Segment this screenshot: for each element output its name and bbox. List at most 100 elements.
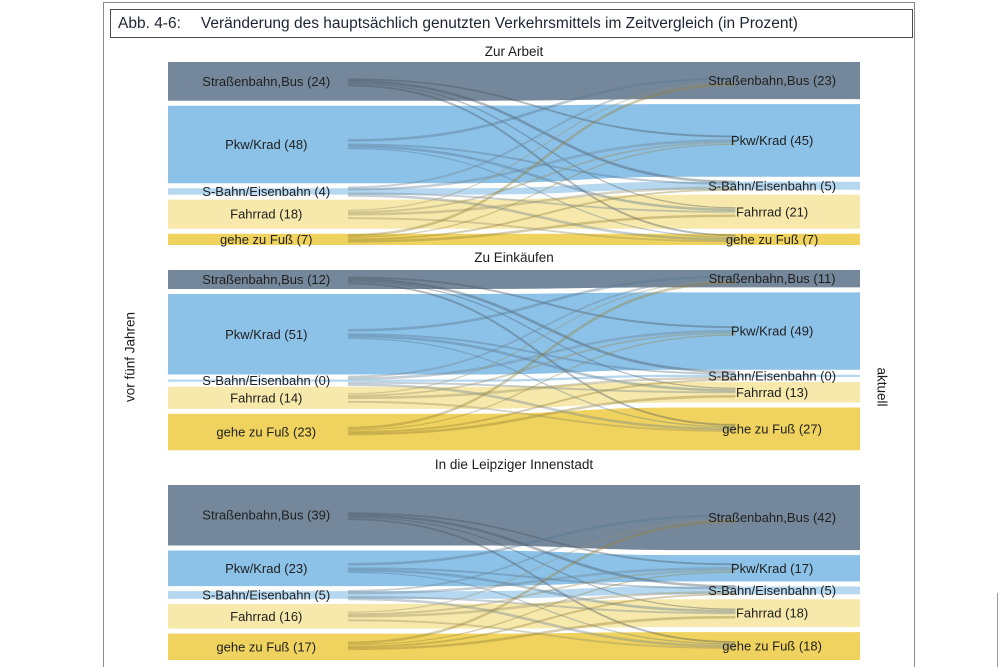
flow-band bbox=[168, 485, 860, 551]
switcher-flow bbox=[347, 591, 736, 618]
switcher-flow bbox=[347, 400, 736, 432]
band-label-left: Pkw/Krad (23) bbox=[225, 561, 307, 576]
flow-band bbox=[168, 104, 860, 184]
switcher-flow bbox=[347, 567, 736, 590]
left-axis-label: vor fünf Jahren bbox=[122, 311, 138, 403]
switcher-flow bbox=[347, 337, 736, 428]
switcher-flow bbox=[347, 516, 736, 592]
band-label-left: Fahrrad (18) bbox=[230, 207, 302, 222]
flow-band bbox=[168, 270, 860, 289]
switcher-flow bbox=[347, 568, 736, 613]
band-label-left: S-Bahn/Eisenbahn (0) bbox=[202, 373, 330, 388]
switcher-flow bbox=[347, 520, 736, 645]
switcher-flow bbox=[347, 141, 736, 214]
switcher-flow bbox=[347, 143, 736, 185]
switcher-flow bbox=[347, 514, 736, 566]
switcher-flow bbox=[347, 80, 736, 184]
flow-band bbox=[168, 233, 860, 245]
switcher-flow bbox=[347, 615, 736, 651]
band-label-right: Straßenbahn,Bus (11) bbox=[709, 271, 836, 286]
switcher-flow bbox=[347, 376, 736, 400]
frame-top-border bbox=[103, 2, 915, 3]
alluvial-panel-zu-einkaeufen: Straßenbahn,Bus (12) Straßenbahn,Bus (11)… bbox=[168, 270, 860, 451]
switcher-flow bbox=[347, 139, 736, 191]
band-label-left: Fahrrad (14) bbox=[230, 390, 302, 405]
flow-band bbox=[168, 181, 860, 195]
flow-band bbox=[168, 382, 860, 409]
switcher-flow bbox=[347, 619, 736, 649]
band-label-left: Straßenbahn,Bus (24) bbox=[202, 74, 330, 89]
switcher-flow bbox=[347, 194, 736, 241]
switcher-flow bbox=[347, 186, 736, 216]
band-label-right: Fahrrad (13) bbox=[736, 385, 808, 400]
switcher-flow bbox=[347, 513, 736, 588]
figure-title: Veränderung des hauptsächlich genutzten … bbox=[200, 15, 798, 32]
page-edge-border bbox=[997, 593, 998, 667]
flow-band bbox=[168, 599, 860, 629]
flow-band bbox=[168, 550, 860, 587]
frame-right-border bbox=[914, 2, 915, 667]
panel-title-zur-arbeit: Zur Arbeit bbox=[484, 44, 544, 59]
band-label-right: Fahrrad (21) bbox=[736, 204, 808, 219]
flow-band bbox=[168, 62, 860, 101]
band-label-right: Pkw/Krad (17) bbox=[731, 561, 813, 576]
band-label-left: Straßenbahn,Bus (39) bbox=[202, 508, 330, 523]
band-label-right: gehe zu Fuß (27) bbox=[722, 421, 822, 436]
switcher-flow bbox=[347, 516, 736, 610]
band-label-left: Pkw/Krad (51) bbox=[225, 327, 307, 342]
switcher-flow bbox=[347, 143, 736, 238]
band-label-left: gehe zu Fuß (17) bbox=[216, 639, 316, 654]
switcher-flow bbox=[347, 214, 736, 243]
band-label-left: Fahrrad (16) bbox=[230, 609, 302, 624]
switcher-flow bbox=[347, 77, 736, 142]
band-label-right: Pkw/Krad (45) bbox=[731, 133, 813, 148]
switcher-flow bbox=[347, 192, 736, 213]
band-label-left: Straßenbahn,Bus (12) bbox=[202, 272, 330, 287]
switcher-flow bbox=[347, 281, 736, 430]
band-label-right: Straßenbahn,Bus (42) bbox=[708, 510, 836, 525]
switcher-flow bbox=[347, 518, 736, 613]
switcher-flow bbox=[347, 145, 736, 212]
alluvial-panel-zur-arbeit: Straßenbahn,Bus (24) Straßenbahn,Bus (23)… bbox=[168, 62, 860, 247]
switcher-flow bbox=[347, 278, 736, 374]
switcher-flow bbox=[347, 280, 736, 389]
switcher-flow bbox=[347, 596, 736, 615]
band-label-right: S-Bahn/Eisenbahn (0) bbox=[708, 368, 836, 383]
alluvial-panel-innenstadt: Straßenbahn,Bus (39) Straßenbahn,Bus (42)… bbox=[168, 485, 860, 660]
switcher-flow bbox=[347, 82, 736, 209]
band-label-right: Fahrrad (18) bbox=[736, 606, 808, 621]
switcher-flow bbox=[347, 593, 736, 648]
band-label-right: S-Bahn/Eisenbahn (5) bbox=[708, 178, 836, 193]
panel-title-zu-einkaeufen: Zu Einkäufen bbox=[474, 250, 554, 265]
flow-band bbox=[168, 194, 860, 229]
switcher-flow bbox=[347, 566, 736, 595]
switcher-flow bbox=[347, 334, 736, 431]
switcher-flow bbox=[347, 383, 736, 431]
switcher-flow bbox=[347, 333, 736, 375]
band-label-left: S-Bahn/Eisenbahn (4) bbox=[202, 184, 330, 199]
figure-caption-box: Abb. 4-6: Veränderung des hauptsächlich g… bbox=[110, 9, 913, 38]
flow-band bbox=[168, 586, 860, 599]
switcher-flow bbox=[347, 280, 736, 395]
switcher-flow bbox=[347, 275, 736, 332]
switcher-flow bbox=[347, 217, 736, 243]
band-label-right: S-Bahn/Eisenbahn (5) bbox=[708, 583, 836, 598]
switcher-flow bbox=[347, 332, 736, 397]
band-label-right: Pkw/Krad (49) bbox=[731, 324, 813, 339]
band-label-right: gehe zu Fuß (18) bbox=[722, 639, 822, 654]
band-label-left: gehe zu Fuß (23) bbox=[216, 425, 316, 440]
switcher-flow bbox=[347, 188, 736, 241]
switcher-flow bbox=[347, 518, 736, 643]
band-label-left: S-Bahn/Eisenbahn (5) bbox=[202, 587, 330, 602]
switcher-flow bbox=[347, 79, 736, 189]
switcher-flow bbox=[347, 84, 736, 237]
switcher-flow bbox=[347, 569, 736, 616]
switcher-flow bbox=[347, 571, 736, 645]
flow-band bbox=[168, 632, 860, 660]
switcher-flow bbox=[347, 78, 736, 138]
flow-band bbox=[168, 292, 860, 375]
flow-band bbox=[168, 374, 860, 382]
band-label-right: Straßenbahn,Bus (23) bbox=[708, 73, 836, 88]
band-label-right: gehe zu Fuß (7) bbox=[726, 232, 819, 247]
switcher-flow bbox=[347, 277, 736, 378]
